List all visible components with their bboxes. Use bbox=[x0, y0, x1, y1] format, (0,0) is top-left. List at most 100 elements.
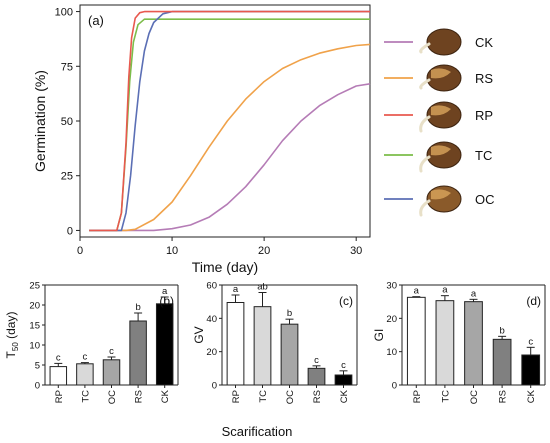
legend-label-tc: TC bbox=[475, 148, 492, 163]
seed-scarified-area bbox=[431, 145, 451, 156]
panel-label: (c) bbox=[339, 294, 353, 308]
panel-label: (a) bbox=[88, 13, 104, 28]
y-axis-label: GV bbox=[192, 326, 206, 343]
x-tick-label: RP bbox=[412, 390, 423, 403]
bar-rs bbox=[492, 338, 512, 386]
x-tick-label: OC bbox=[285, 390, 296, 404]
legend-label-oc: OC bbox=[475, 192, 495, 207]
x-tick-label: RS bbox=[134, 390, 145, 403]
y-tick-label: 20 bbox=[386, 314, 397, 325]
significance-letter-ck: c bbox=[341, 360, 346, 371]
significance-letter-rs: b bbox=[135, 302, 140, 313]
bar-rs bbox=[129, 320, 147, 386]
significance-letter-tc: ab bbox=[257, 282, 268, 293]
bar-ck bbox=[521, 354, 541, 386]
significance-letter-oc: a bbox=[471, 288, 477, 299]
seed-image-rp bbox=[419, 101, 462, 133]
significance-letter-rs: c bbox=[314, 355, 319, 366]
y-axis-label-subscript: 50 bbox=[11, 342, 20, 351]
y-tick-label: 0 bbox=[67, 225, 73, 237]
y-tick-label: 75 bbox=[61, 61, 73, 73]
x-tick-label: TC bbox=[440, 390, 451, 403]
bar-oc bbox=[464, 301, 483, 386]
y-tick-label: 10 bbox=[386, 347, 397, 358]
x-tick-label: OC bbox=[469, 390, 480, 404]
panel-label: (d) bbox=[526, 294, 541, 308]
seed-coat bbox=[426, 28, 462, 56]
panel-c-gv-bars: 0 20 40 60 a RP ab TC b OC c RS c CK (c) GV bbox=[192, 281, 358, 404]
x-tick-label: RS bbox=[498, 390, 509, 403]
seed-image-tc bbox=[419, 141, 462, 173]
y-tick-label: 15 bbox=[29, 321, 40, 332]
bar-ck bbox=[334, 374, 353, 386]
y-tick-label: 100 bbox=[55, 7, 73, 19]
seed-image-rs bbox=[419, 64, 462, 92]
y-axis-label-main: T bbox=[4, 350, 18, 358]
bar-tc bbox=[76, 363, 94, 386]
y-tick-label: 10 bbox=[29, 341, 40, 352]
seed-radicle bbox=[419, 42, 431, 54]
x-tick-label: 10 bbox=[166, 245, 178, 257]
bar-oc bbox=[280, 323, 299, 386]
y-tick-label: 60 bbox=[206, 281, 217, 292]
y-tick-label: 0 bbox=[35, 381, 40, 392]
x-tick-label: RP bbox=[231, 390, 242, 403]
x-tick-label: TC bbox=[80, 390, 91, 403]
x-tick-label: OC bbox=[107, 390, 118, 404]
x-tick-label: CK bbox=[160, 389, 171, 403]
bar-tc bbox=[435, 300, 455, 386]
y-tick-label: 25 bbox=[61, 171, 73, 183]
significance-letter-rp: a bbox=[233, 284, 239, 295]
panel-label: (b) bbox=[159, 294, 174, 308]
series-line-ck bbox=[89, 83, 371, 232]
y-tick-label: 0 bbox=[392, 381, 397, 392]
x-axis-label: Time (day) bbox=[192, 259, 258, 275]
panel-a-germination-curves: 0 25 50 75 100 0 10 20 30 Time (day) Germination (… bbox=[32, 4, 371, 275]
x-tick-label: RS bbox=[312, 390, 323, 403]
panel-d-gi-bars: 0 10 20 30 a RP a TC a OC b RS c CK (d) GI bbox=[372, 281, 546, 404]
seed-scarified-area bbox=[431, 68, 451, 79]
y-tick-label: 25 bbox=[29, 281, 40, 292]
bar-oc bbox=[102, 359, 121, 386]
seed-scarified-area bbox=[431, 105, 451, 116]
seed-image-ck bbox=[419, 28, 462, 56]
significance-letter-ck: a bbox=[162, 286, 168, 297]
seed-radicle bbox=[419, 115, 431, 133]
bar-rp bbox=[49, 366, 68, 386]
seed-radicle bbox=[419, 155, 431, 173]
significance-letter-oc: c bbox=[109, 346, 114, 357]
series-line-rs bbox=[89, 43, 371, 232]
x-tick-label: CK bbox=[339, 389, 350, 403]
bar-rp bbox=[226, 302, 245, 386]
x-tick-label: 20 bbox=[258, 245, 270, 257]
x-tick-label: 30 bbox=[350, 245, 362, 257]
significance-letter-tc: c bbox=[83, 352, 88, 363]
significance-letter-rp: c bbox=[56, 352, 61, 363]
panel-a-legend: CK RS RP TC OC bbox=[384, 28, 495, 217]
seed-scarified-area bbox=[431, 189, 451, 200]
y-tick-label: 20 bbox=[29, 301, 40, 312]
y-tick-label: 30 bbox=[386, 281, 397, 292]
x-tick-label: CK bbox=[526, 389, 537, 403]
x-tick-label: 0 bbox=[77, 245, 83, 257]
seed-image-oc bbox=[419, 185, 462, 217]
plot-frame bbox=[79, 4, 371, 238]
legend-label-rp: RP bbox=[475, 108, 493, 123]
y-axis-label-unit: (day) bbox=[4, 312, 18, 343]
x-tick-label: RP bbox=[54, 390, 65, 403]
seed-radicle bbox=[419, 199, 431, 217]
bar-rp bbox=[406, 296, 426, 386]
seed-radicle bbox=[419, 78, 431, 90]
y-tick-label: 20 bbox=[206, 347, 217, 358]
bar-tc bbox=[253, 306, 272, 386]
bar-ck bbox=[155, 303, 174, 386]
significance-letter-ck: c bbox=[528, 336, 533, 347]
y-tick-label: 50 bbox=[61, 116, 73, 128]
significance-letter-rp: a bbox=[414, 286, 420, 297]
significance-letter-oc: b bbox=[287, 308, 292, 319]
y-tick-label: 5 bbox=[35, 361, 40, 372]
y-axis-label: Germination (%) bbox=[32, 70, 48, 172]
y-axis-label: GI bbox=[372, 329, 386, 342]
series-line-rp bbox=[89, 10, 370, 232]
